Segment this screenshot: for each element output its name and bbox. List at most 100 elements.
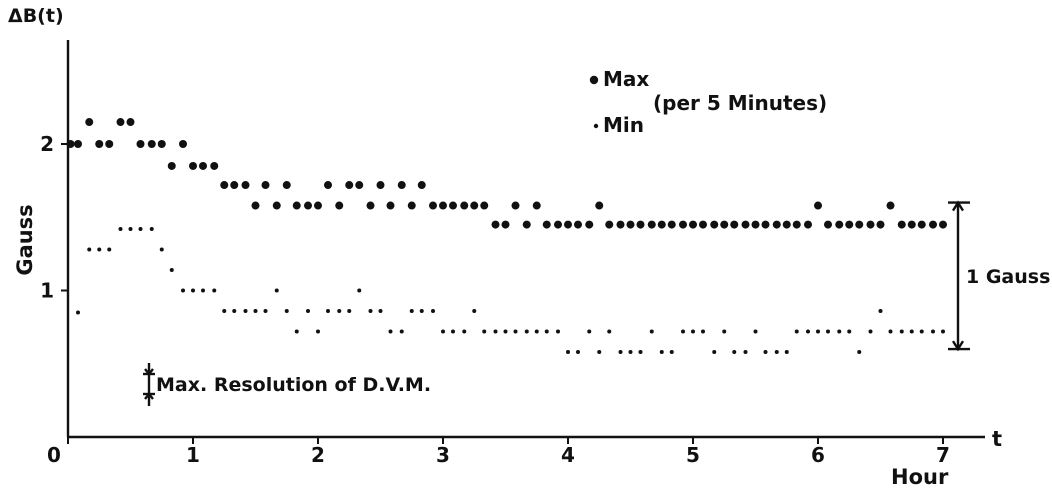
max-point [667, 220, 676, 229]
max-point [835, 220, 844, 229]
max-point [679, 220, 687, 229]
max-point [804, 220, 812, 229]
min-point [306, 309, 310, 314]
max-point [939, 220, 947, 229]
min-point [878, 309, 883, 314]
min-point [576, 350, 580, 355]
min-point [628, 350, 633, 355]
max-point [876, 220, 885, 229]
max-point [470, 201, 479, 210]
min-point [482, 329, 487, 334]
max-point [792, 220, 801, 229]
min-point [753, 329, 758, 334]
min-point [181, 288, 185, 293]
max-point [85, 118, 94, 127]
max-point [897, 220, 906, 229]
min-point [294, 329, 299, 334]
min-point [118, 226, 123, 231]
range-label: 1 Gauss [966, 266, 1050, 288]
min-point [138, 226, 143, 231]
max-point [542, 220, 551, 229]
max-point [366, 201, 375, 210]
legend-min-marker [593, 123, 599, 129]
x-axis-label: Hour [891, 465, 949, 489]
min-point [243, 309, 248, 314]
min-point [899, 329, 904, 334]
max-point [105, 140, 114, 148]
min-point [857, 350, 862, 355]
max-point [491, 220, 500, 229]
min-point [794, 329, 799, 334]
min-point [701, 329, 705, 334]
max-point [439, 201, 447, 210]
min-point [357, 288, 362, 293]
min-point [681, 329, 685, 334]
max-point [189, 161, 197, 170]
max-point [345, 181, 354, 190]
min-point [419, 309, 424, 314]
max-point [417, 181, 426, 190]
max-point [220, 181, 229, 190]
y-axis-label: Gauss [13, 204, 37, 275]
min-point [847, 329, 852, 334]
max-point [647, 220, 656, 229]
x-tick-label: 2 [311, 443, 325, 467]
min-point [659, 350, 664, 355]
min-point [607, 329, 612, 334]
x-axis-symbol: t [992, 427, 1002, 451]
max-point [710, 220, 719, 229]
min-point [368, 309, 373, 314]
min-point [868, 329, 873, 334]
min-point [566, 350, 570, 355]
max-point [554, 220, 562, 229]
min-point [691, 329, 695, 334]
min-point [669, 350, 674, 355]
y-tick-label: 2 [40, 132, 54, 156]
resolution-arrow-bottom [144, 392, 154, 400]
max-point [626, 220, 635, 229]
max-point [689, 220, 697, 229]
min-point [347, 309, 352, 314]
min-point [774, 350, 779, 355]
min-point [326, 309, 330, 314]
min-point [212, 288, 217, 293]
min-point [722, 329, 727, 334]
range-annotation: 1 Gauss [948, 200, 1050, 352]
min-point [284, 309, 289, 314]
min-point [337, 309, 342, 314]
x-tick-label: 3 [436, 443, 450, 467]
max-point [866, 220, 875, 229]
min-point [931, 329, 935, 334]
max-point [480, 201, 489, 210]
min-point [638, 350, 643, 355]
max-point [814, 201, 822, 210]
max-point [261, 181, 270, 190]
min-point [743, 350, 748, 355]
min-point [493, 329, 498, 334]
min-point [712, 350, 717, 355]
max-point [824, 220, 832, 229]
min-point [524, 329, 529, 334]
max-point [324, 181, 332, 190]
range-arrow-bottom [951, 340, 965, 352]
max-point [636, 220, 645, 229]
min-point [87, 247, 92, 252]
min-point [618, 350, 623, 355]
max-point [845, 220, 854, 229]
x-tick-label: 1 [186, 443, 200, 467]
min-point [806, 329, 810, 334]
max-point [355, 181, 364, 190]
min-point [441, 329, 445, 334]
max-point [761, 220, 770, 229]
max-point [335, 201, 344, 210]
max-point [605, 220, 614, 229]
max-point [167, 161, 176, 170]
min-point [919, 329, 924, 334]
max-point [907, 220, 916, 229]
min-point [191, 288, 195, 293]
min-point [169, 267, 174, 272]
x-tick-label: 4 [561, 443, 575, 467]
max-point [782, 220, 791, 229]
max-point [282, 181, 291, 190]
